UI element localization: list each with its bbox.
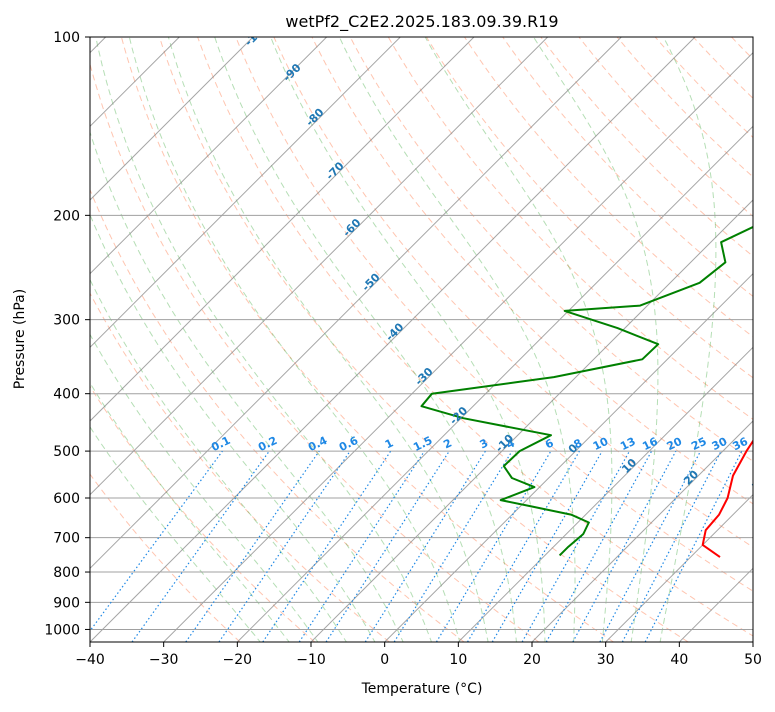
- x-axis-label: Temperature (°C): [361, 681, 483, 697]
- y-tick-label: 800: [53, 565, 80, 581]
- y-tick-label: 700: [53, 531, 80, 547]
- y-tick-label: 500: [53, 444, 80, 460]
- y-tick-label: 100: [53, 30, 80, 46]
- y-tick-label: 600: [53, 491, 80, 507]
- x-tick-label: −40: [75, 652, 105, 668]
- x-tick-label: 0: [380, 652, 389, 668]
- y-tick-label: 300: [53, 313, 80, 329]
- x-tick-label: −30: [149, 652, 179, 668]
- x-tick-label: −20: [223, 652, 253, 668]
- x-tick-label: −10: [296, 652, 326, 668]
- y-tick-label: 400: [53, 387, 80, 403]
- y-axis-label: Pressure (hPa): [12, 289, 28, 389]
- y-tick-label: 200: [53, 208, 80, 224]
- x-tick-label: 20: [523, 652, 541, 668]
- x-tick-label: 50: [744, 652, 762, 668]
- y-tick-label: 1000: [44, 622, 80, 638]
- x-tick-label: 30: [597, 652, 615, 668]
- x-tick-label: 40: [670, 652, 688, 668]
- y-tick-label: 900: [53, 595, 80, 611]
- chart-title: wetPf2_C2E2.2025.183.09.39.R19: [285, 12, 558, 32]
- x-tick-label: 10: [449, 652, 467, 668]
